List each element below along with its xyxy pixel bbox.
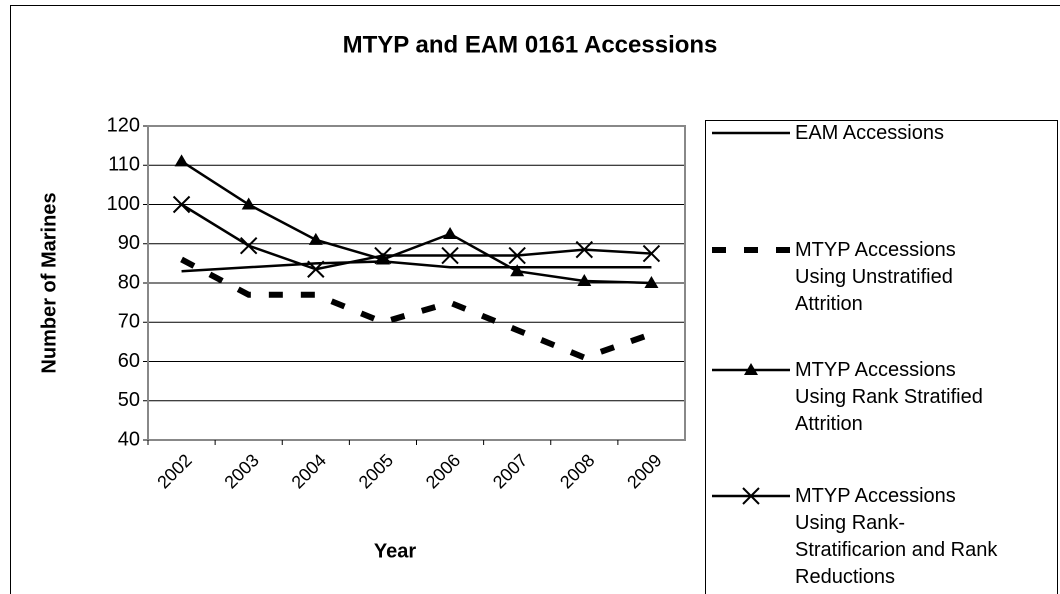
marker xyxy=(644,276,659,288)
marker xyxy=(172,195,191,214)
marker xyxy=(577,274,592,287)
y-tick-label: 120 xyxy=(107,114,140,136)
series-line xyxy=(181,260,652,273)
marker xyxy=(308,232,323,245)
y-tick-label: 90 xyxy=(118,232,140,254)
x-axis-label: Year xyxy=(374,540,416,562)
x-tick-label: 2003 xyxy=(220,450,262,492)
chart-border xyxy=(10,5,1060,594)
x-tick-label: 2002 xyxy=(153,450,195,492)
marker xyxy=(307,260,325,278)
x-tick-label: 2009 xyxy=(623,450,665,492)
x-tick-label: 2005 xyxy=(355,450,397,492)
marker xyxy=(642,244,661,263)
y-tick-label: 70 xyxy=(118,311,140,333)
marker xyxy=(742,487,760,505)
marker xyxy=(508,246,526,265)
y-axis-label: Number of Marines xyxy=(38,192,60,373)
x-tick-label: 2004 xyxy=(288,450,330,492)
legend-label: MTYP Accessions Using Rank-Stratificario… xyxy=(795,485,998,588)
chart-title: MTYP and EAM 0161 Accessions xyxy=(343,31,718,58)
y-tick-label: 50 xyxy=(118,389,140,411)
y-tick-label: 80 xyxy=(118,271,140,293)
x-tick-label: 2006 xyxy=(422,450,464,492)
marker xyxy=(375,252,390,265)
y-tick-label: 40 xyxy=(118,428,140,450)
marker xyxy=(744,363,758,375)
series-line xyxy=(180,203,652,271)
series-line xyxy=(180,256,653,361)
marker xyxy=(174,154,189,167)
x-tick-label: 2008 xyxy=(556,450,598,492)
x-tick-label: 2007 xyxy=(489,450,531,492)
y-tick-label: 100 xyxy=(107,193,140,215)
marker xyxy=(374,246,392,265)
y-tick-label: 60 xyxy=(118,350,140,372)
marker xyxy=(575,240,594,259)
marker xyxy=(241,197,256,210)
marker xyxy=(441,246,459,265)
marker xyxy=(443,226,458,239)
legend-label: EAM Accessions xyxy=(795,122,944,144)
legend-box xyxy=(705,120,1058,594)
y-tick-label: 110 xyxy=(108,154,140,176)
marker xyxy=(239,237,258,255)
marker xyxy=(510,264,525,277)
legend-label: MTYP Accessions Using Unstratified Attri… xyxy=(795,239,956,315)
legend-label: MTYP Accessions Using Rank Stratified At… xyxy=(795,359,983,435)
series-line xyxy=(180,160,652,285)
